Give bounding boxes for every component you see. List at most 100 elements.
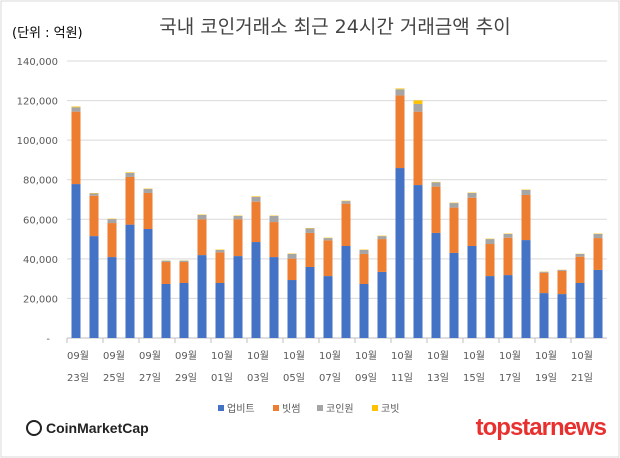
y-tick-label: - — [46, 334, 50, 345]
x-tick-label: 07일 — [319, 372, 341, 384]
y-tick-label: 60,000 — [23, 215, 58, 226]
bar-segment — [71, 184, 81, 338]
bar-segment — [413, 185, 423, 338]
legend-label: 업비트 — [227, 402, 255, 415]
bar-segment — [179, 282, 189, 338]
x-tick-label: 25일 — [103, 372, 125, 384]
bar-segment — [305, 266, 315, 338]
x-tick-label: 10월 — [355, 350, 377, 362]
x-tick-label: 10월 — [283, 350, 305, 362]
y-tick-label: 120,000 — [17, 97, 58, 108]
x-tick-label: 05일 — [283, 372, 305, 384]
bar-segment — [359, 249, 369, 254]
bar-segment — [485, 276, 495, 338]
bar-segment — [503, 237, 513, 276]
bar-segment — [467, 245, 477, 338]
x-tick-label: 21일 — [571, 372, 593, 384]
bar-segment — [323, 238, 333, 241]
bar-segment — [251, 201, 261, 243]
bar-segment — [557, 270, 567, 295]
legend-swatch — [372, 405, 378, 411]
bar-segment — [287, 253, 297, 259]
bar-segment — [395, 88, 405, 90]
bar-segment — [503, 275, 513, 338]
bar-segment — [575, 253, 585, 257]
bar-segment — [521, 240, 531, 338]
bar-segment — [89, 195, 99, 237]
bar-segment — [449, 203, 459, 208]
x-tick-label: 09일 — [355, 372, 377, 384]
x-tick-label: 01일 — [211, 372, 233, 384]
x-tick-label: 10월 — [571, 350, 593, 362]
bar-segment — [287, 280, 297, 338]
bar-segment — [377, 271, 387, 338]
bar-segment — [341, 201, 351, 204]
x-tick-label: 10월 — [247, 350, 269, 362]
bar-segment — [341, 203, 351, 246]
bar-segment — [197, 219, 207, 256]
bar-segment — [521, 190, 531, 195]
legend-label: 코빗 — [381, 403, 399, 415]
bar-segment — [539, 272, 549, 294]
chart-title: 국내 코인거래소 최근 24시간 거래금액 추이 — [159, 16, 511, 38]
bar-segment — [377, 239, 387, 272]
legend-swatch — [273, 405, 279, 411]
x-tick-label: 19일 — [535, 372, 557, 384]
bar-segment — [233, 219, 243, 257]
bar-segment — [269, 222, 279, 258]
x-tick-label: 10월 — [427, 350, 449, 362]
x-tick-label: 09월 — [103, 350, 125, 362]
y-tick-label: 80,000 — [23, 176, 58, 187]
y-tick-label: 140,000 — [17, 57, 58, 68]
x-tick-label: 11일 — [391, 372, 413, 384]
x-tick-label: 09월 — [67, 350, 89, 362]
bar-segment — [539, 271, 549, 273]
bar-segment — [377, 236, 387, 240]
bar-segment — [431, 186, 441, 233]
bar-segment — [305, 228, 315, 233]
bar-segment — [413, 100, 423, 104]
y-tick-label: 20,000 — [23, 294, 58, 305]
x-tick-label: 17일 — [499, 372, 521, 384]
bar-segment — [71, 106, 81, 108]
bar-segment — [359, 283, 369, 338]
bar-segment — [161, 283, 171, 338]
x-tick-label: 09월 — [175, 350, 197, 362]
bar-segment — [395, 89, 405, 96]
bar-segment — [215, 282, 225, 338]
bar-segment — [251, 242, 261, 338]
bar-segment — [107, 219, 117, 224]
bar-segment — [107, 223, 117, 258]
bar-segment — [485, 244, 495, 277]
x-tick-label: 10월 — [211, 350, 233, 362]
bar-segment — [107, 257, 117, 338]
x-tick-label: 23일 — [67, 372, 89, 384]
bar-segment — [143, 228, 153, 338]
bar-segment — [467, 197, 477, 246]
bar-segment — [269, 257, 279, 338]
x-tick-label: 15일 — [463, 372, 485, 384]
bar-segment — [593, 233, 603, 239]
y-tick-label: 40,000 — [23, 255, 58, 266]
bar-segment — [575, 256, 585, 283]
bar-segment — [485, 239, 495, 245]
bar-segment — [71, 107, 81, 112]
bar-segment — [179, 260, 189, 263]
bar-segment — [449, 252, 459, 338]
bar-segment — [575, 282, 585, 338]
y-tick-label: 100,000 — [17, 136, 58, 147]
x-tick-label: 29일 — [175, 372, 197, 384]
bar-segment — [71, 111, 81, 185]
bar-segment — [161, 262, 171, 284]
bar-segment — [449, 207, 459, 253]
x-tick-label: 10월 — [319, 350, 341, 362]
legend-label: 빗썸 — [282, 403, 300, 415]
x-tick-label: 10월 — [463, 350, 485, 362]
bar-segment — [215, 252, 225, 283]
topstarnews-logo: topstarnews — [475, 414, 607, 441]
unit-label: (단위 : 억원) — [12, 26, 83, 41]
x-tick-label: 13일 — [427, 372, 449, 384]
bar-segment — [557, 294, 567, 338]
